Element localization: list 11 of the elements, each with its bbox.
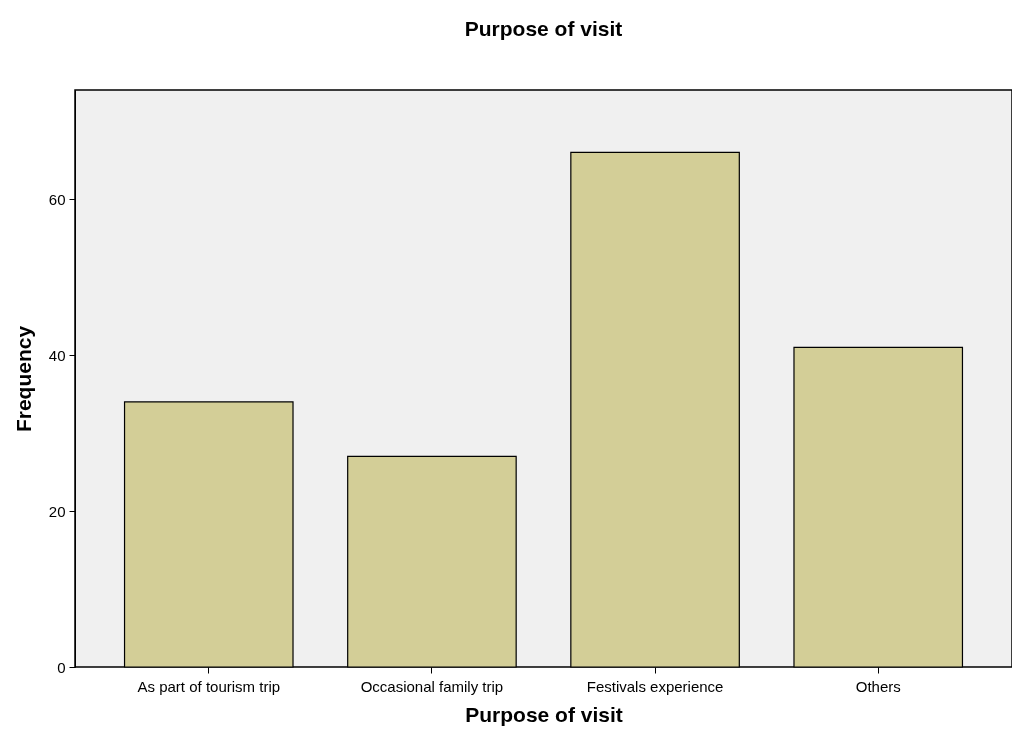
x-tick-label: Festivals experience [586, 677, 724, 695]
y-tick-label: 60 [48, 190, 66, 208]
y-tick-label: 20 [48, 502, 66, 520]
x-tick-label: Occasional family trip [360, 677, 504, 695]
x-tick-label: As part of tourism trip [137, 677, 281, 695]
y-axis-title: Frequency [11, 325, 35, 433]
y-tick-label: 0 [57, 658, 66, 676]
y-tick-label: 40 [48, 346, 66, 364]
x-tick-label: Others [855, 677, 901, 695]
chart-title: Purpose of visit [464, 17, 623, 40]
x-axis-title: Purpose of visit [465, 702, 623, 726]
